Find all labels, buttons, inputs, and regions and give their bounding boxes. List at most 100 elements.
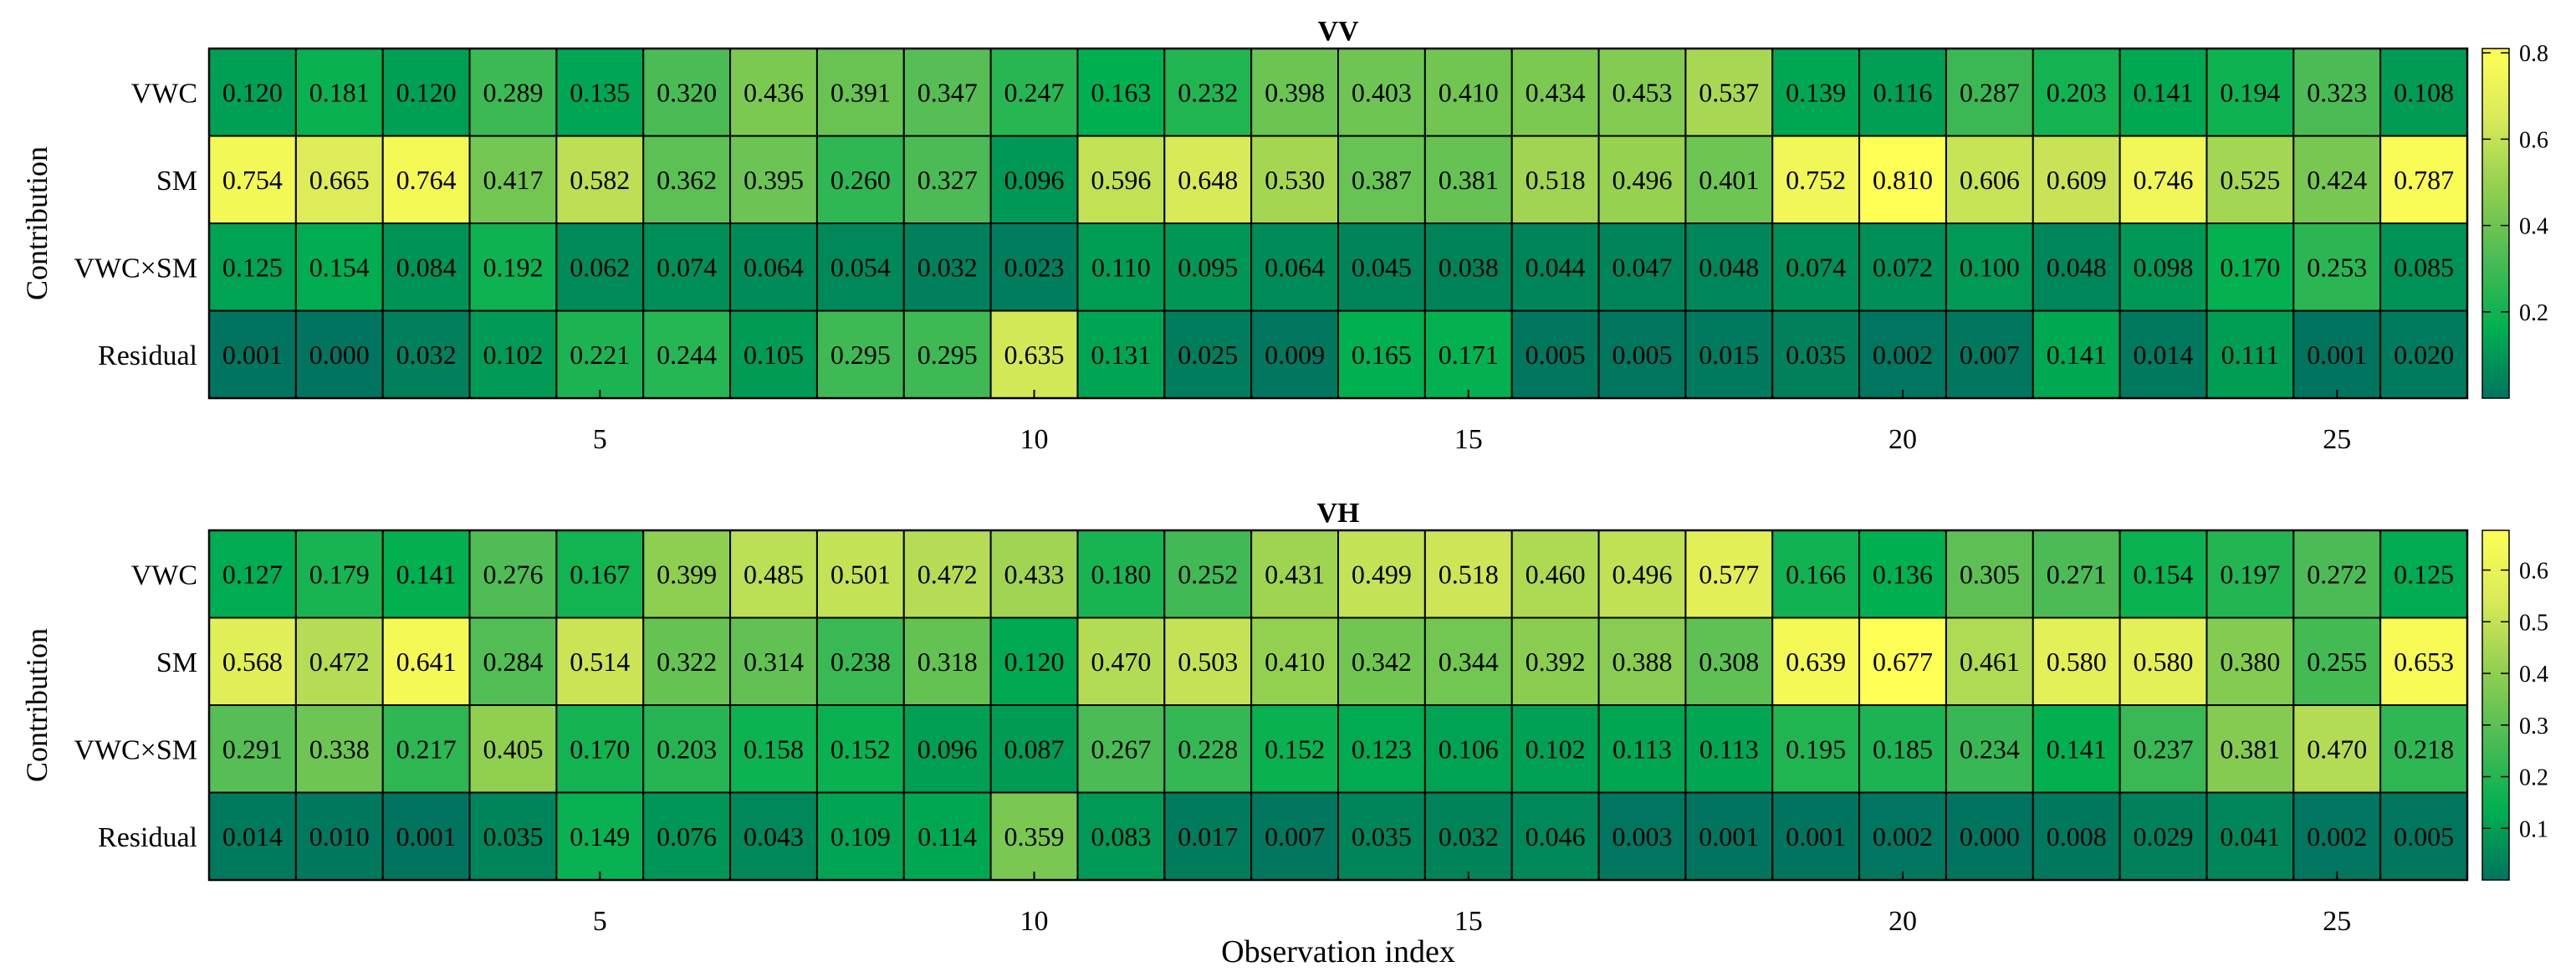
cell-value-label: 0.291 bbox=[222, 734, 283, 764]
colorbar-tick-label: 0.8 bbox=[2519, 41, 2548, 67]
cell-value-label: 0.076 bbox=[657, 821, 717, 852]
heatmap-cell bbox=[642, 529, 732, 619]
cell-value-label: 0.102 bbox=[1526, 734, 1586, 764]
cell-value-label: 0.087 bbox=[1004, 734, 1065, 764]
heatmap-cell bbox=[1423, 704, 1513, 794]
cell-value-label: 0.120 bbox=[1004, 647, 1065, 677]
heatmap-cell bbox=[1076, 135, 1166, 224]
cell-value-label: 0.158 bbox=[744, 734, 804, 764]
cell-value-label: 0.015 bbox=[1699, 340, 1759, 370]
heatmap-cell bbox=[1423, 616, 1513, 706]
heatmap-cell bbox=[2205, 616, 2295, 706]
heatmap-cell bbox=[1597, 48, 1687, 137]
row-label: VWC×SM bbox=[74, 734, 197, 765]
heatmap-cell bbox=[2379, 791, 2468, 881]
cell-value-label: 0.113 bbox=[1699, 734, 1759, 764]
cell-value-label: 0.014 bbox=[222, 821, 283, 852]
cell-value-label: 0.181 bbox=[309, 77, 370, 107]
cell-value-label: 0.108 bbox=[2394, 77, 2454, 107]
cell-value-label: 0.305 bbox=[1960, 559, 2020, 589]
cell-value-label: 0.217 bbox=[396, 734, 457, 764]
row-label: Residual bbox=[98, 340, 197, 371]
cell-value-label: 0.267 bbox=[1091, 734, 1151, 764]
cell-value-label: 0.123 bbox=[1352, 734, 1412, 764]
cell-value-label: 0.098 bbox=[2134, 252, 2194, 282]
cell-value-label: 0.106 bbox=[1439, 734, 1499, 764]
heatmap-cell bbox=[1858, 223, 1947, 312]
cell-value-label: 0.653 bbox=[2394, 647, 2454, 677]
cell-value-label: 0.580 bbox=[2134, 647, 2194, 677]
cell-value-label: 0.023 bbox=[1004, 252, 1065, 282]
heatmap-cell bbox=[468, 704, 558, 794]
colorbar-tick-label: 0.5 bbox=[2519, 610, 2548, 636]
cell-value-label: 0.141 bbox=[2134, 77, 2194, 107]
cell-value-label: 0.405 bbox=[483, 734, 543, 764]
heatmap-cell bbox=[989, 616, 1079, 706]
cell-value-label: 0.289 bbox=[483, 77, 543, 107]
heatmap-cell bbox=[294, 529, 384, 619]
cell-value-label: 0.746 bbox=[2134, 165, 2194, 195]
heatmap-cell bbox=[1858, 135, 1947, 224]
cell-value-label: 0.096 bbox=[917, 734, 978, 764]
heatmap-cell bbox=[1597, 309, 1687, 399]
panel-title: VV bbox=[1317, 16, 1359, 47]
cell-value-label: 0.007 bbox=[1960, 340, 2020, 370]
cell-value-label: 0.085 bbox=[2394, 252, 2454, 282]
cell-value-label: 0.100 bbox=[1960, 252, 2020, 282]
cell-value-label: 0.141 bbox=[396, 559, 457, 589]
cell-value-label: 0.635 bbox=[1004, 340, 1065, 370]
cell-value-label: 0.323 bbox=[2307, 77, 2367, 107]
cell-value-label: 0.131 bbox=[1091, 340, 1151, 370]
heatmap-cell bbox=[2205, 309, 2295, 399]
heatmap-cell bbox=[1945, 48, 2034, 137]
cell-value-label: 0.005 bbox=[1612, 340, 1672, 370]
cell-value-label: 0.203 bbox=[2047, 77, 2107, 107]
cell-value-label: 0.029 bbox=[2134, 821, 2194, 852]
cell-value-label: 0.046 bbox=[1526, 821, 1586, 852]
cell-value-label: 0.247 bbox=[1004, 77, 1065, 107]
cell-value-label: 0.003 bbox=[1612, 821, 1672, 852]
cell-value-label: 0.388 bbox=[1612, 647, 1672, 677]
cell-value-label: 0.399 bbox=[657, 559, 717, 589]
heatmap-cell bbox=[2292, 135, 2382, 224]
heatmap-cell bbox=[729, 529, 818, 619]
cell-value-label: 0.387 bbox=[1352, 165, 1412, 195]
heatmap-cell bbox=[2205, 791, 2295, 881]
cell-value-label: 0.154 bbox=[309, 252, 370, 282]
heatmap-cell bbox=[1163, 529, 1253, 619]
heatmap-cell bbox=[2292, 616, 2382, 706]
cell-value-label: 0.001 bbox=[2307, 340, 2367, 370]
heatmap-cell bbox=[1163, 48, 1253, 137]
cell-value-label: 0.110 bbox=[1091, 252, 1151, 282]
heatmap-panel-vh: VH Contribution 0.127 0.179 0.141 0.276 0.167 0… bbox=[20, 498, 2548, 969]
cell-value-label: 0.035 bbox=[483, 821, 543, 852]
heatmap-cell bbox=[555, 616, 645, 706]
cell-value-label: 0.752 bbox=[1786, 165, 1846, 195]
heatmap-cell bbox=[989, 135, 1079, 224]
cell-value-label: 0.001 bbox=[1699, 821, 1759, 852]
cell-value-label: 0.002 bbox=[1873, 340, 1933, 370]
cell-value-label: 0.344 bbox=[1439, 647, 1499, 677]
cell-value-label: 0.048 bbox=[1699, 252, 1759, 282]
heatmap-cell bbox=[2292, 48, 2382, 137]
cell-value-label: 0.284 bbox=[483, 647, 543, 677]
heatmap-cell bbox=[1597, 529, 1687, 619]
cell-value-label: 0.392 bbox=[1526, 647, 1586, 677]
heatmap-cell bbox=[1337, 223, 1426, 312]
cell-value-label: 0.362 bbox=[657, 165, 717, 195]
cell-value-label: 0.032 bbox=[917, 252, 978, 282]
heatmap-cell bbox=[555, 791, 645, 881]
y-axis-label: Contribution bbox=[20, 146, 54, 300]
row-label: Residual bbox=[98, 822, 197, 853]
cell-value-label: 0.001 bbox=[1786, 821, 1846, 852]
heatmap-cell bbox=[1945, 223, 2034, 312]
heatmap-cell bbox=[2292, 223, 2382, 312]
heatmap-cell bbox=[729, 309, 818, 399]
heatmap-cell bbox=[902, 529, 992, 619]
x-tick-label: 15 bbox=[1454, 424, 1483, 455]
cell-value-label: 0.314 bbox=[744, 647, 804, 677]
cell-value-label: 0.255 bbox=[2307, 647, 2367, 677]
colorbar-gradient bbox=[2481, 48, 2510, 399]
cell-value-label: 0.149 bbox=[570, 821, 630, 852]
